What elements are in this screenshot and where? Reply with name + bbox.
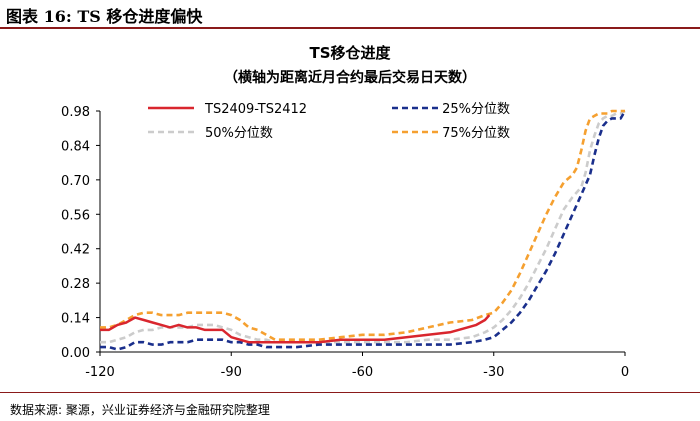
y-tick-label: 0.98: [61, 105, 90, 120]
x-tick-label: 0: [621, 365, 629, 380]
x-tick-label: -90: [221, 365, 242, 380]
x-tick-label: -60: [352, 365, 373, 380]
figure-header: 图表 16: TS 移仓进度偏快: [0, 0, 700, 29]
legend-label-2: 50%分位数: [205, 126, 273, 141]
x-tick-label: -120: [85, 365, 115, 380]
y-tick-label: 0.84: [61, 139, 90, 154]
y-tick-label: 0.70: [61, 174, 90, 189]
y-tick-label: 0.56: [61, 208, 90, 223]
figure-label: 图表 16: TS 移仓进度偏快: [6, 7, 203, 26]
chart-title: TS移仓进度: [309, 44, 391, 62]
figure-footer: 数据来源: 聚源，兴业证券经济与金融研究院整理: [0, 392, 700, 421]
legend: TS2409-TS2412 25%分位数 50%分位数 75%分位数: [148, 102, 510, 141]
series-line-2: [100, 109, 626, 344]
axes: 0.00 0.14 0.28 0.42 0.56 0.70 0.84 0.98 -120 -90 -…: [61, 105, 629, 380]
y-tick-label: 0.42: [61, 243, 90, 258]
x-tick-label: -30: [483, 365, 504, 380]
legend-label-3: 75%分位数: [442, 126, 510, 141]
legend-label-0: TS2409-TS2412: [204, 102, 307, 117]
series-line-0: [100, 314, 491, 344]
series-lines: [100, 109, 627, 351]
series-line-3: [100, 109, 625, 342]
chart: TS移仓进度 （横轴为距离近月合约最后交易日天数） 0.000.140.280.…: [61, 44, 629, 380]
series-line-1: [100, 110, 627, 351]
legend-label-1: 25%分位数: [442, 102, 510, 117]
source-note: 数据来源: 聚源，兴业证券经济与金融研究院整理: [10, 403, 270, 417]
chart-subtitle: （横轴为距离近月合约最后交易日天数）: [224, 69, 476, 86]
y-tick-label: 0.00: [61, 346, 90, 361]
y-tick-label: 0.28: [61, 277, 90, 292]
y-tick-label: 0.14: [61, 312, 90, 327]
